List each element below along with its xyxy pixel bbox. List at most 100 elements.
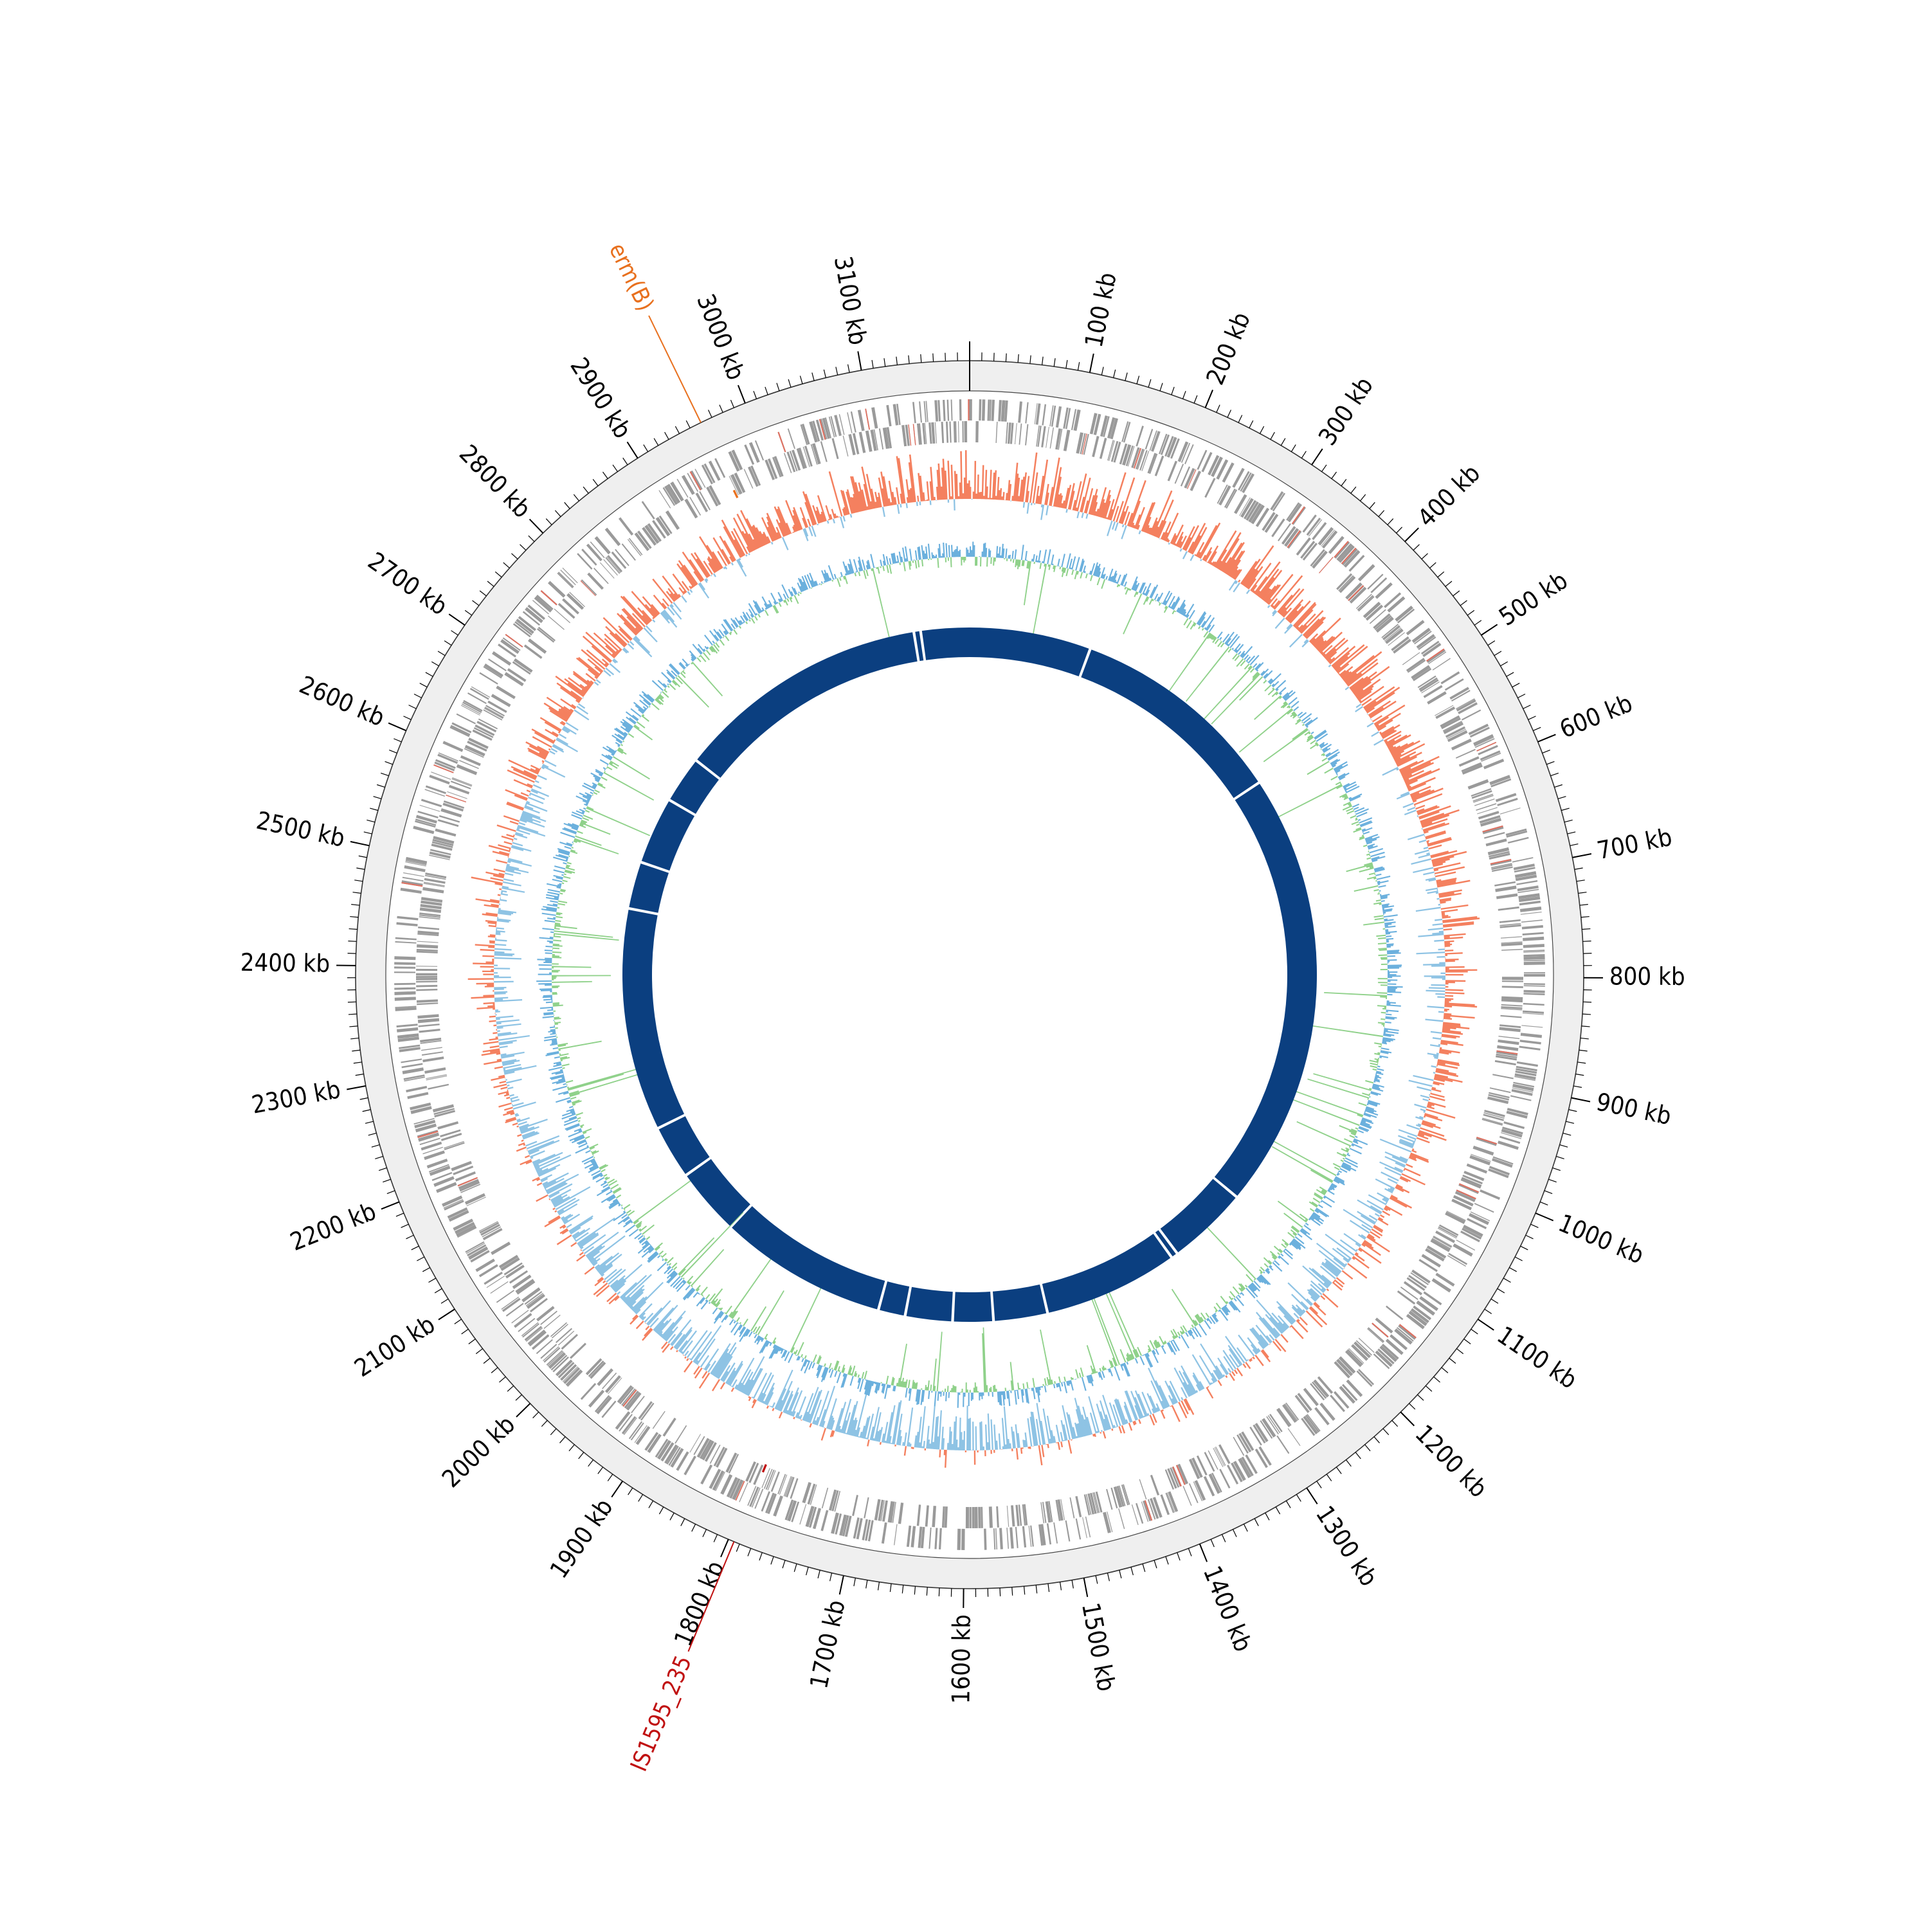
minor-tick — [994, 353, 995, 361]
tick-label: 800 kb — [1609, 962, 1685, 991]
minor-tick — [1265, 1513, 1269, 1520]
minor-tick — [1546, 761, 1554, 764]
minor-tick — [359, 856, 367, 857]
major-tick — [840, 1576, 844, 1594]
minor-tick — [709, 410, 712, 417]
minor-tick — [1048, 1584, 1049, 1592]
minor-tick — [583, 487, 588, 493]
minor-tick — [777, 383, 779, 391]
tick-label: 900 kb — [1594, 1088, 1674, 1131]
minor-tick — [1018, 354, 1019, 363]
minor-tick — [1194, 395, 1197, 403]
minor-tick — [389, 750, 397, 754]
minor-tick — [1260, 426, 1263, 433]
minor-tick — [435, 1288, 442, 1293]
minor-tick — [593, 479, 598, 485]
major-tick — [1571, 1097, 1590, 1101]
minor-tick — [507, 1386, 514, 1391]
minor-tick — [1160, 383, 1163, 391]
minor-tick — [1531, 1224, 1539, 1227]
minor-tick — [546, 519, 552, 525]
tick-label: 3000 kb — [691, 290, 750, 384]
minor-tick — [628, 1488, 633, 1495]
minor-tick — [533, 1412, 539, 1418]
contig-block — [954, 1292, 993, 1322]
minor-tick — [1355, 1452, 1361, 1459]
genes-reverse-strand — [416, 421, 1523, 1528]
minor-tick — [403, 716, 411, 719]
minor-tick — [1317, 1481, 1321, 1488]
major-tick — [1206, 390, 1213, 408]
major-tick — [611, 1481, 622, 1497]
minor-tick — [1583, 941, 1591, 942]
minor-tick — [396, 1213, 404, 1216]
minor-tick — [1125, 373, 1127, 381]
minor-tick — [1374, 1437, 1380, 1443]
minor-tick — [409, 705, 417, 709]
minor-tick — [426, 673, 433, 676]
minor-tick — [1346, 1460, 1351, 1467]
minor-tick — [1517, 694, 1525, 698]
minor-tick — [1582, 1014, 1591, 1015]
minor-tick — [1388, 519, 1393, 525]
minor-tick — [1370, 502, 1375, 509]
minor-tick — [1183, 391, 1186, 399]
minor-tick — [1434, 1377, 1440, 1382]
minor-tick — [381, 773, 388, 775]
minor-tick — [1453, 591, 1460, 596]
minor-tick — [1471, 1329, 1478, 1334]
minor-tick — [1101, 367, 1103, 375]
contig-block — [1042, 1234, 1170, 1313]
tick-label: 200 kb — [1200, 308, 1256, 388]
minor-tick — [681, 1519, 685, 1526]
minor-tick — [1397, 527, 1402, 533]
minor-tick — [1568, 832, 1576, 834]
tick-label: 1700 kb — [804, 1598, 851, 1691]
major-tick — [439, 1309, 455, 1319]
minor-tick — [350, 1038, 359, 1039]
minor-tick — [1442, 1368, 1448, 1373]
minor-tick — [487, 581, 494, 586]
minor-tick — [370, 808, 378, 810]
minor-tick — [422, 1268, 430, 1272]
minor-tick — [1211, 1539, 1214, 1547]
minor-tick — [1154, 1560, 1157, 1568]
minor-tick — [491, 1368, 498, 1373]
minor-tick — [848, 365, 850, 373]
annotation-leader-line — [649, 316, 701, 422]
minor-tick — [353, 892, 361, 894]
contig-block — [970, 627, 1089, 676]
tick-label: 2100 kb — [349, 1310, 440, 1383]
minor-tick — [1526, 1235, 1534, 1239]
minor-tick — [1336, 1467, 1341, 1474]
contig-track — [622, 627, 1317, 1322]
minor-tick — [503, 563, 510, 568]
minor-tick — [1509, 1268, 1516, 1272]
major-tick — [388, 723, 406, 731]
minor-tick — [812, 373, 814, 381]
minor-tick — [356, 868, 365, 869]
minor-tick — [412, 1246, 419, 1250]
major-tick — [347, 1086, 366, 1089]
minor-tick — [730, 400, 734, 408]
major-tick — [1200, 1544, 1207, 1562]
minor-tick — [638, 1494, 643, 1501]
contig-block — [687, 1159, 750, 1226]
minor-tick — [363, 1110, 371, 1112]
minor-tick — [824, 370, 826, 378]
minor-tick — [608, 1474, 613, 1481]
minor-tick — [417, 1257, 424, 1261]
minor-tick — [555, 510, 561, 517]
minor-tick — [569, 1445, 574, 1451]
tick-label: 3100 kb — [829, 254, 873, 347]
minor-tick — [1227, 410, 1231, 417]
gc-content-below-average — [536, 542, 1403, 1408]
minor-tick — [665, 432, 669, 439]
minor-tick — [720, 405, 723, 413]
minor-tick — [484, 1358, 490, 1363]
minor-tick — [1024, 1586, 1025, 1594]
minor-tick — [818, 1570, 820, 1578]
tick-label: 1300 kb — [1310, 1501, 1383, 1591]
minor-tick — [613, 465, 617, 472]
